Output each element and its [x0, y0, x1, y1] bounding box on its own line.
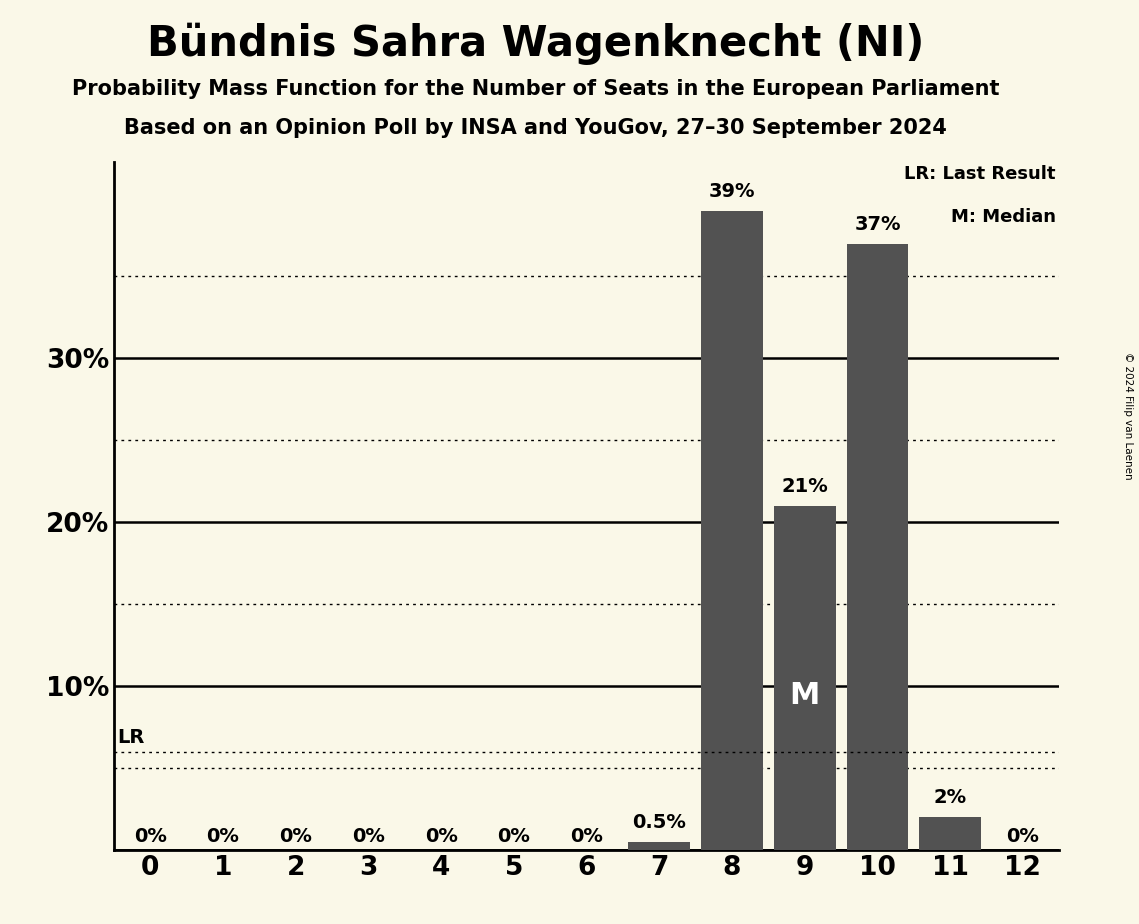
Text: © 2024 Filip van Laenen: © 2024 Filip van Laenen [1123, 352, 1133, 480]
Bar [919, 818, 981, 850]
Text: 2%: 2% [934, 788, 967, 808]
Text: 0%: 0% [1007, 827, 1040, 846]
Text: LR: LR [117, 728, 145, 747]
Text: LR: Last Result: LR: Last Result [904, 165, 1056, 183]
Bar [702, 211, 763, 850]
Text: 0%: 0% [133, 827, 166, 846]
Text: Probability Mass Function for the Number of Seats in the European Parliament: Probability Mass Function for the Number… [72, 79, 999, 99]
Text: 39%: 39% [708, 182, 755, 201]
Text: M: M [789, 681, 820, 710]
Bar [846, 244, 909, 850]
Bar [773, 506, 836, 850]
Text: M: Median: M: Median [951, 208, 1056, 225]
Text: Bündnis Sahra Wagenknecht (NI): Bündnis Sahra Wagenknecht (NI) [147, 23, 924, 66]
Text: 21%: 21% [781, 477, 828, 496]
Text: 37%: 37% [854, 214, 901, 234]
Text: 0.5%: 0.5% [632, 813, 686, 832]
Text: 0%: 0% [279, 827, 312, 846]
Text: 0%: 0% [498, 827, 531, 846]
Bar [629, 842, 690, 850]
Text: 0%: 0% [352, 827, 385, 846]
Text: Based on an Opinion Poll by INSA and YouGov, 27–30 September 2024: Based on an Opinion Poll by INSA and You… [124, 118, 947, 139]
Text: 0%: 0% [425, 827, 458, 846]
Text: 0%: 0% [206, 827, 239, 846]
Text: 0%: 0% [571, 827, 603, 846]
